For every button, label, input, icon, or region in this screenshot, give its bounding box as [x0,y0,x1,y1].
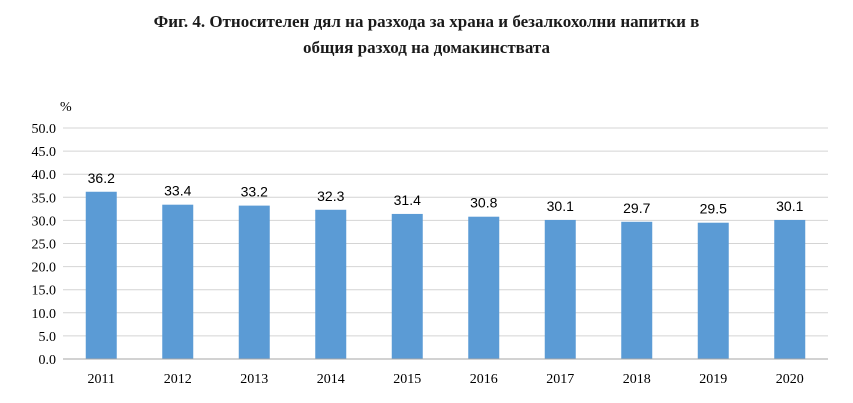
y-tick-label: 20.0 [32,261,57,276]
x-tick-label: 2018 [623,372,651,387]
y-tick-label: 5.0 [39,330,57,345]
y-tick-label: 45.0 [32,145,57,160]
x-tick-label: 2020 [776,372,804,387]
bar-2020 [774,219,806,359]
data-label-2017: 30.1 [547,198,574,214]
bar-2014 [315,209,347,359]
bar-2019 [697,222,729,359]
x-axis-ticks: 2011 2012 2013 2014 2015 2016 2017 2018 2019 2020 [88,372,804,387]
x-tick-label: 2014 [317,372,345,387]
y-tick-label: 30.0 [32,214,57,229]
data-label-2019: 29.5 [700,201,727,217]
data-label-2015: 31.4 [394,192,421,208]
x-tick-label: 2019 [699,372,727,387]
bar-2017 [544,219,576,359]
data-label-2020: 30.1 [776,198,803,214]
bar-2012 [162,204,194,359]
y-tick-label: 10.0 [32,307,57,322]
y-tick-label: 15.0 [32,284,57,299]
y-tick-label: 35.0 [32,191,57,206]
x-tick-label: 2015 [393,372,421,387]
y-tick-label: 40.0 [32,168,57,183]
data-labels: 36.2 33.4 33.2 32.3 31.4 30.8 30.1 29.7 29.5 30.1 [88,170,804,217]
data-label-2014: 32.3 [317,188,344,204]
data-label-2018: 29.7 [623,200,650,216]
bar-2018 [621,221,653,359]
y-tick-label: 25.0 [32,238,57,253]
x-tick-label: 2016 [470,372,498,387]
y-axis-ticks: 0.0 5.0 10.0 15.0 20.0 25.0 30.0 35.0 40.0 45.0 50… [32,122,57,368]
bar-2016 [468,216,500,359]
data-label-2016: 30.8 [470,195,497,211]
bars [85,191,806,359]
y-tick-label: 50.0 [32,122,57,137]
x-tick-label: 2017 [546,372,574,387]
chart-title-line-1: Фиг. 4. Относителен дял на разхода за хр… [153,12,700,31]
chart-title-line-2: общия разход на домакинствата [303,38,550,57]
data-label-2012: 33.4 [164,183,191,199]
bar-2015 [391,213,423,359]
data-label-2013: 33.2 [241,184,268,200]
bar-2011 [85,191,117,359]
x-tick-label: 2012 [164,372,192,387]
y-tick-label: 0.0 [39,353,57,368]
x-tick-label: 2013 [240,372,268,387]
data-label-2011: 36.2 [88,170,115,186]
x-tick-label: 2011 [88,372,115,387]
bar-2013 [238,205,270,359]
y-axis-label: % [60,100,72,115]
